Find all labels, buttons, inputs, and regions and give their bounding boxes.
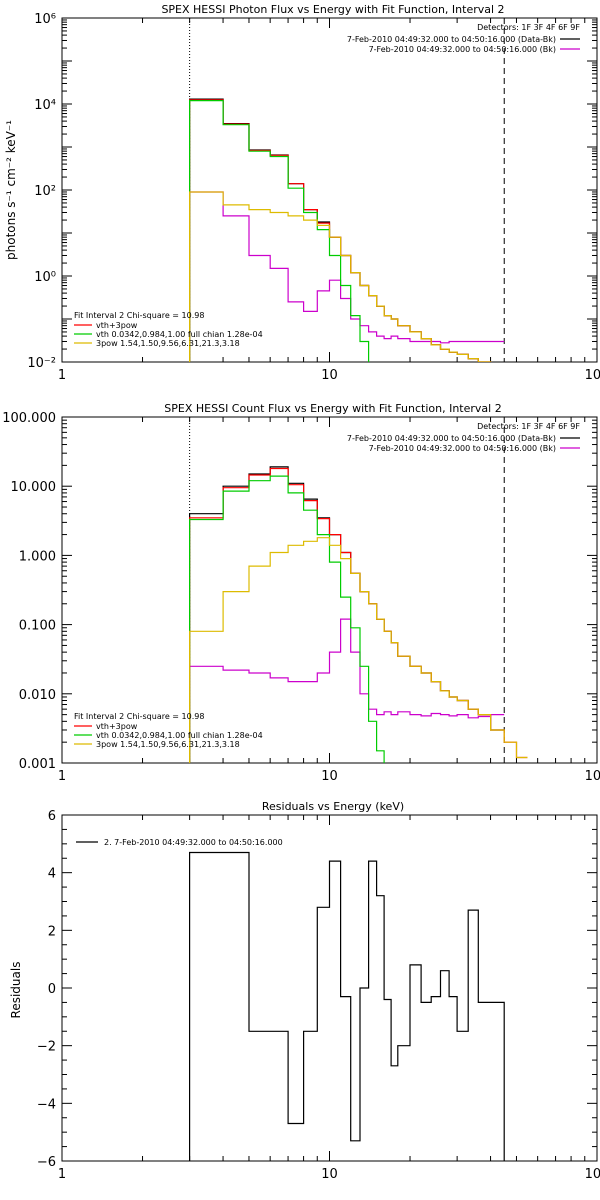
- photon-flux-panel: SPEX HESSI Photon Flux vs Energy with Fi…: [4, 3, 600, 383]
- photon-flux-title: SPEX HESSI Photon Flux vs Energy with Fi…: [161, 3, 504, 16]
- y-tick-label: 10⁻²: [27, 356, 56, 371]
- fit-legend-entry: 3pow 1.54,1.50,9.56,6.31,21.3,3.18: [96, 740, 240, 749]
- y-tick-label: 0.001: [19, 757, 56, 772]
- x-tick-label: 10: [321, 368, 338, 383]
- series-line-0: [189, 98, 492, 362]
- series-line-3: [189, 475, 385, 763]
- series-line-2: [189, 467, 528, 763]
- fit-legend-entry: vth+3pow: [96, 722, 138, 731]
- y-tick-label: 10.000: [11, 480, 57, 495]
- fit-legend-header: Fit Interval 2 Chi-square = 10.98: [74, 311, 204, 320]
- series-line-0: [189, 851, 505, 1161]
- x-tick-label: 10: [321, 1167, 338, 1182]
- y-tick-label: 0.100: [19, 619, 56, 634]
- series-line-2: [189, 99, 492, 362]
- y-tick-label: 10²: [34, 184, 56, 199]
- x-tick-label: 1: [58, 769, 66, 784]
- residual-legend-entry: 2. 7-Feb-2010 04:49:32.000 to 04:50:16.0…: [104, 838, 283, 847]
- photon-flux-ylabel: photons s⁻¹ cm⁻² keV⁻¹: [4, 120, 18, 260]
- y-tick-label: 1.000: [19, 549, 56, 564]
- fit-legend-entry: vth 0.0342,0.984,1.00 full chian 1.28e-0…: [96, 330, 263, 339]
- x-tick-label: 100: [585, 1167, 600, 1182]
- y-tick-label: −6: [37, 1155, 56, 1170]
- legend-entry-text: 7-Feb-2010 04:49:32.000 to 04:50:16.000 …: [347, 35, 556, 44]
- y-tick-label: 10⁰: [34, 270, 56, 285]
- legend-entry-text: 7-Feb-2010 04:49:32.000 to 04:50:16.000 …: [369, 444, 556, 453]
- y-tick-label: 10⁴: [34, 98, 56, 113]
- residuals-panel: Residuals vs Energy (keV) Residuals 1 10 1…: [9, 800, 600, 1182]
- residuals-ylabel: Residuals: [9, 962, 23, 1019]
- y-tick-label: 10⁶: [34, 12, 56, 27]
- x-tick-label: 1: [58, 1167, 66, 1182]
- y-tick-label: 4: [48, 867, 56, 882]
- count-flux-panel: SPEX HESSI Count Flux vs Energy with Fit…: [2, 402, 600, 784]
- x-tick-label: 1: [58, 368, 66, 383]
- y-tick-label: 100.000: [2, 411, 56, 426]
- count-flux-title: SPEX HESSI Count Flux vs Energy with Fit…: [164, 402, 501, 415]
- fit-legend-entry: vth 0.0342,0.984,1.00 full chian 1.28e-0…: [96, 731, 263, 740]
- x-tick-label: 100: [585, 368, 600, 383]
- legend-header: Detectors: 1F 3F 4F 6F 9F: [477, 422, 580, 431]
- y-tick-label: 0.010: [19, 688, 56, 703]
- x-tick-label: 100: [585, 769, 600, 784]
- y-tick-label: −2: [37, 1040, 56, 1055]
- y-tick-label: −4: [37, 1097, 56, 1112]
- y-tick-label: 0: [48, 982, 56, 997]
- series-line-0: [189, 466, 505, 763]
- x-tick-label: 10: [321, 769, 338, 784]
- fit-legend-header: Fit Interval 2 Chi-square = 10.98: [74, 712, 204, 721]
- legend-entry-text: 7-Feb-2010 04:49:32.000 to 04:50:16.000 …: [369, 45, 556, 54]
- y-tick-label: 2: [48, 924, 56, 939]
- legend-entry-text: 7-Feb-2010 04:49:32.000 to 04:50:16.000 …: [347, 434, 556, 443]
- series-line-1: [189, 618, 505, 763]
- series-line-4: [189, 537, 528, 763]
- series-line-4: [189, 191, 492, 362]
- fit-legend-entry: vth+3pow: [96, 321, 138, 330]
- legend-header: Detectors: 1F 3F 4F 6F 9F: [477, 23, 580, 32]
- series-line-3: [189, 100, 370, 362]
- series-line-1: [189, 191, 505, 362]
- residuals-title: Residuals vs Energy (keV): [262, 800, 404, 813]
- fit-legend-entry: 3pow 1.54,1.50,9.56,6.31,21.3,3.18: [96, 339, 240, 348]
- y-tick-label: 6: [48, 809, 56, 824]
